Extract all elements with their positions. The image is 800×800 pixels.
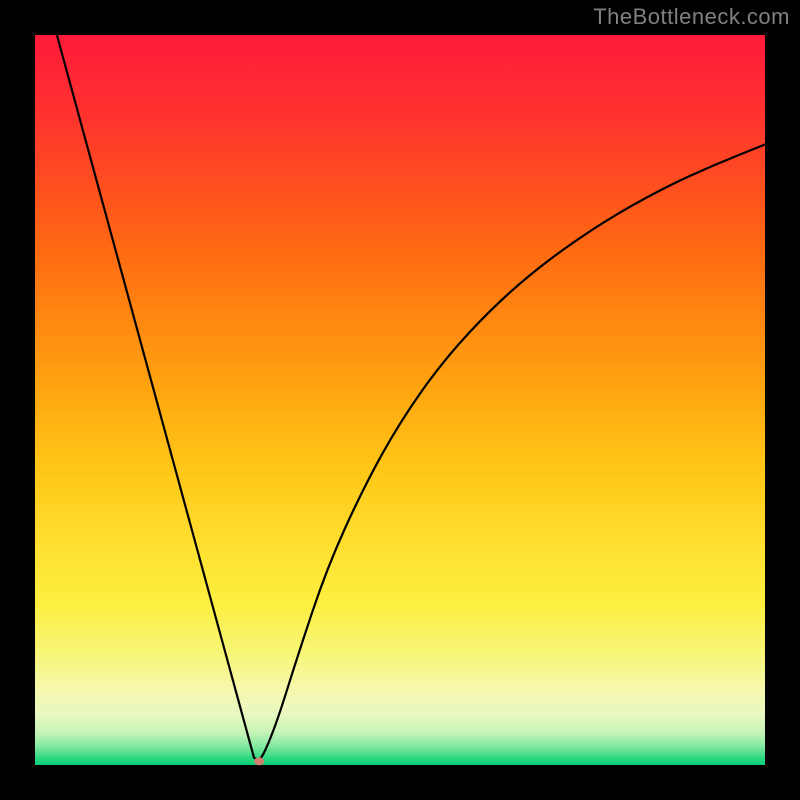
plot-background <box>35 35 765 765</box>
bottleneck-chart <box>0 0 800 800</box>
optimal-point-marker <box>254 757 264 765</box>
watermark-label: TheBottleneck.com <box>593 4 790 30</box>
chart-container: TheBottleneck.com <box>0 0 800 800</box>
